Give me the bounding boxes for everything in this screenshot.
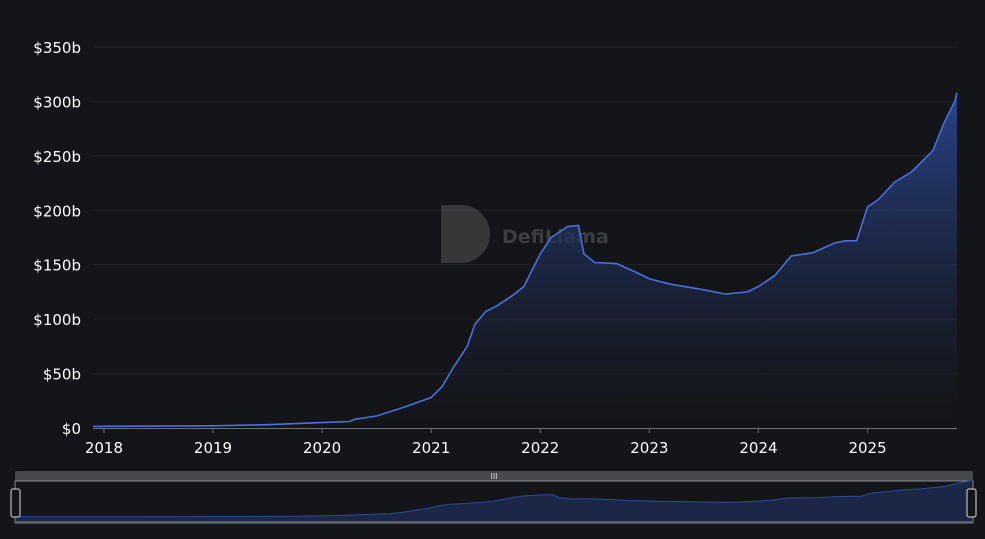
x-tick-label: 2025 xyxy=(848,439,886,457)
range-slider[interactable]: III xyxy=(10,471,977,524)
slider-handle-left[interactable] xyxy=(10,488,21,518)
grid-lines xyxy=(93,46,957,375)
x-tick-label: 2024 xyxy=(739,439,777,457)
y-tick-label: $150b xyxy=(33,257,81,275)
y-tick-label: $50b xyxy=(43,366,81,384)
slider-preview-line xyxy=(16,479,973,518)
slider-grip-icon[interactable]: III xyxy=(490,472,497,481)
y-tick-label: $0 xyxy=(62,420,81,438)
y-axis: $0 $50b $100b $150b $200b $250b $300b $350b xyxy=(33,39,81,438)
x-tick-label: 2023 xyxy=(630,439,668,457)
slider-preview-area xyxy=(16,480,972,521)
y-tick-label: $200b xyxy=(33,202,81,220)
slider-handle-right[interactable] xyxy=(966,488,977,518)
x-axis: 2018 2019 2020 2021 2022 2023 2024 2025 xyxy=(85,428,887,457)
x-tick-label: 2019 xyxy=(194,439,232,457)
series-area xyxy=(93,92,957,428)
y-tick-label: $300b xyxy=(33,93,81,111)
y-tick-label: $100b xyxy=(33,311,81,329)
x-tick-label: 2020 xyxy=(303,439,341,457)
slider-bar[interactable] xyxy=(15,471,973,481)
x-tick-label: 2018 xyxy=(85,439,123,457)
y-tick-label: $250b xyxy=(33,148,81,166)
x-tick-label: 2022 xyxy=(521,439,559,457)
x-tick-label: 2021 xyxy=(412,439,450,457)
series-line xyxy=(92,92,958,428)
y-tick-label: $350b xyxy=(33,39,81,57)
